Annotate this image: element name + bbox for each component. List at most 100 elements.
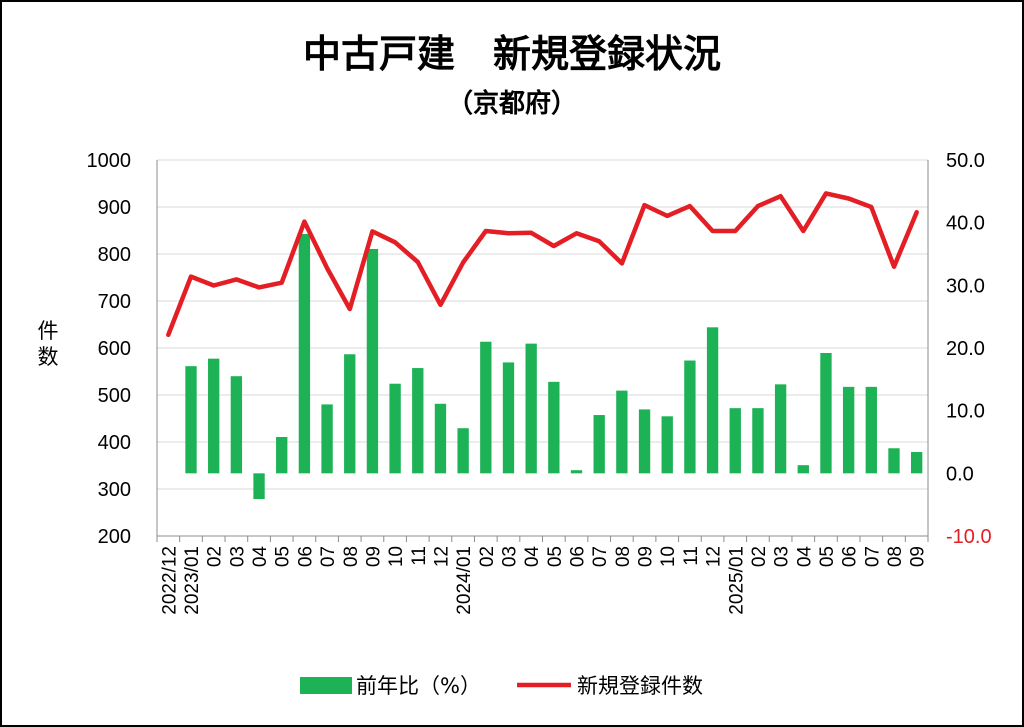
x-tick-label: 10	[658, 546, 679, 567]
left-tick-label: 900	[98, 197, 131, 219]
x-tick-label: 08	[341, 546, 362, 567]
chart-subtitle: （京都府）	[447, 88, 577, 119]
bar	[480, 341, 492, 474]
left-tick-label: 800	[98, 244, 131, 266]
x-tick-label: 07	[318, 546, 339, 567]
line-point	[576, 232, 578, 234]
left-tick-label: 500	[98, 385, 131, 407]
x-tick-label: 12	[431, 546, 452, 567]
x-tick-label: 2022/12	[159, 546, 180, 615]
right-tick-label: 0.0	[946, 463, 974, 485]
left-tick-label: 300	[98, 479, 131, 501]
line-point	[916, 211, 918, 213]
bar	[412, 368, 424, 474]
bar	[434, 403, 447, 474]
bar	[616, 390, 628, 474]
left-tick-label: 600	[98, 338, 131, 360]
x-tick-label: 05	[817, 546, 838, 567]
x-tick-label: 10	[386, 546, 407, 567]
right-tick-label: 50.0	[946, 150, 985, 172]
left-tick-label: 200	[98, 526, 131, 548]
bar	[502, 362, 515, 474]
line-point	[167, 334, 169, 336]
line-point	[870, 206, 872, 208]
bar	[706, 327, 719, 474]
bar	[525, 343, 537, 474]
x-tick-label: 2024/01	[454, 546, 475, 615]
bar	[638, 409, 651, 474]
x-tick-label: 02	[749, 546, 770, 567]
line-point	[303, 221, 305, 223]
chart-title: 中古戸建 新規登録状況	[303, 32, 721, 76]
line-point	[190, 276, 192, 278]
x-tick-label: 2025/01	[726, 546, 747, 615]
line-point	[235, 278, 237, 280]
x-tick-label: 12	[704, 546, 725, 567]
x-tick-label: 04	[794, 546, 815, 568]
grid	[157, 159, 928, 490]
line-point	[507, 232, 509, 234]
line-point	[666, 215, 668, 217]
x-tick-label: 07	[862, 546, 883, 567]
legend-label-line: 新規登録件数	[577, 674, 703, 698]
bar	[774, 384, 787, 474]
bar	[389, 383, 401, 474]
x-tick-label: 08	[613, 546, 634, 567]
line-point	[553, 245, 555, 247]
axes	[156, 160, 929, 542]
x-tick-label: 08	[885, 546, 906, 567]
line-point	[780, 195, 782, 197]
bar	[729, 408, 741, 474]
line-point	[394, 241, 396, 243]
line-point	[734, 230, 736, 232]
x-tick-label: 06	[568, 546, 589, 567]
x-tick-label: 04	[250, 546, 271, 568]
line-point	[258, 286, 260, 288]
bar	[797, 465, 809, 474]
x-tick-label: 03	[227, 546, 248, 567]
x-tick-label: 11	[409, 546, 430, 566]
line-point	[485, 230, 487, 232]
line-point	[439, 304, 441, 306]
bar	[820, 353, 832, 474]
line-point	[802, 230, 804, 232]
line-series	[166, 191, 919, 338]
bar	[230, 376, 243, 474]
line-point	[621, 262, 623, 264]
line-point	[281, 282, 283, 284]
x-tick-label: 04	[522, 546, 543, 568]
line-point	[213, 284, 215, 286]
right-tick-label: -10.0	[946, 526, 992, 548]
bar	[457, 428, 469, 474]
line-point	[530, 232, 532, 234]
x-tick-label: 05	[273, 546, 294, 567]
line-point	[757, 205, 759, 207]
x-tick-label: 09	[636, 546, 657, 567]
x-tick-label: 05	[545, 546, 566, 567]
bar	[888, 448, 900, 474]
bar	[185, 366, 197, 474]
right-tick-label: 20.0	[946, 338, 985, 360]
left-tick-label: 1000	[87, 150, 132, 172]
line-point	[349, 308, 351, 310]
x-tick-label: 06	[840, 546, 861, 567]
line-point	[712, 230, 714, 232]
bar	[661, 416, 673, 474]
line-point	[893, 266, 895, 268]
x-tick-label: 03	[772, 546, 793, 567]
x-tick-label: 2023/01	[182, 546, 203, 615]
line-point	[598, 240, 600, 242]
line-point	[417, 261, 419, 263]
line-point	[825, 192, 827, 194]
bar-series	[185, 233, 923, 500]
right-tick-label: 30.0	[946, 275, 985, 297]
line-point	[689, 205, 691, 207]
bar	[548, 381, 560, 474]
bar	[276, 436, 288, 474]
x-tick-label: 09	[908, 546, 929, 567]
x-tick-label: 11	[681, 546, 702, 566]
x-tick-label: 06	[295, 546, 316, 567]
x-tick-label: 03	[499, 546, 520, 567]
right-tick-label: 10.0	[946, 401, 985, 423]
legend-label-bar: 前年比（%）	[356, 674, 481, 698]
